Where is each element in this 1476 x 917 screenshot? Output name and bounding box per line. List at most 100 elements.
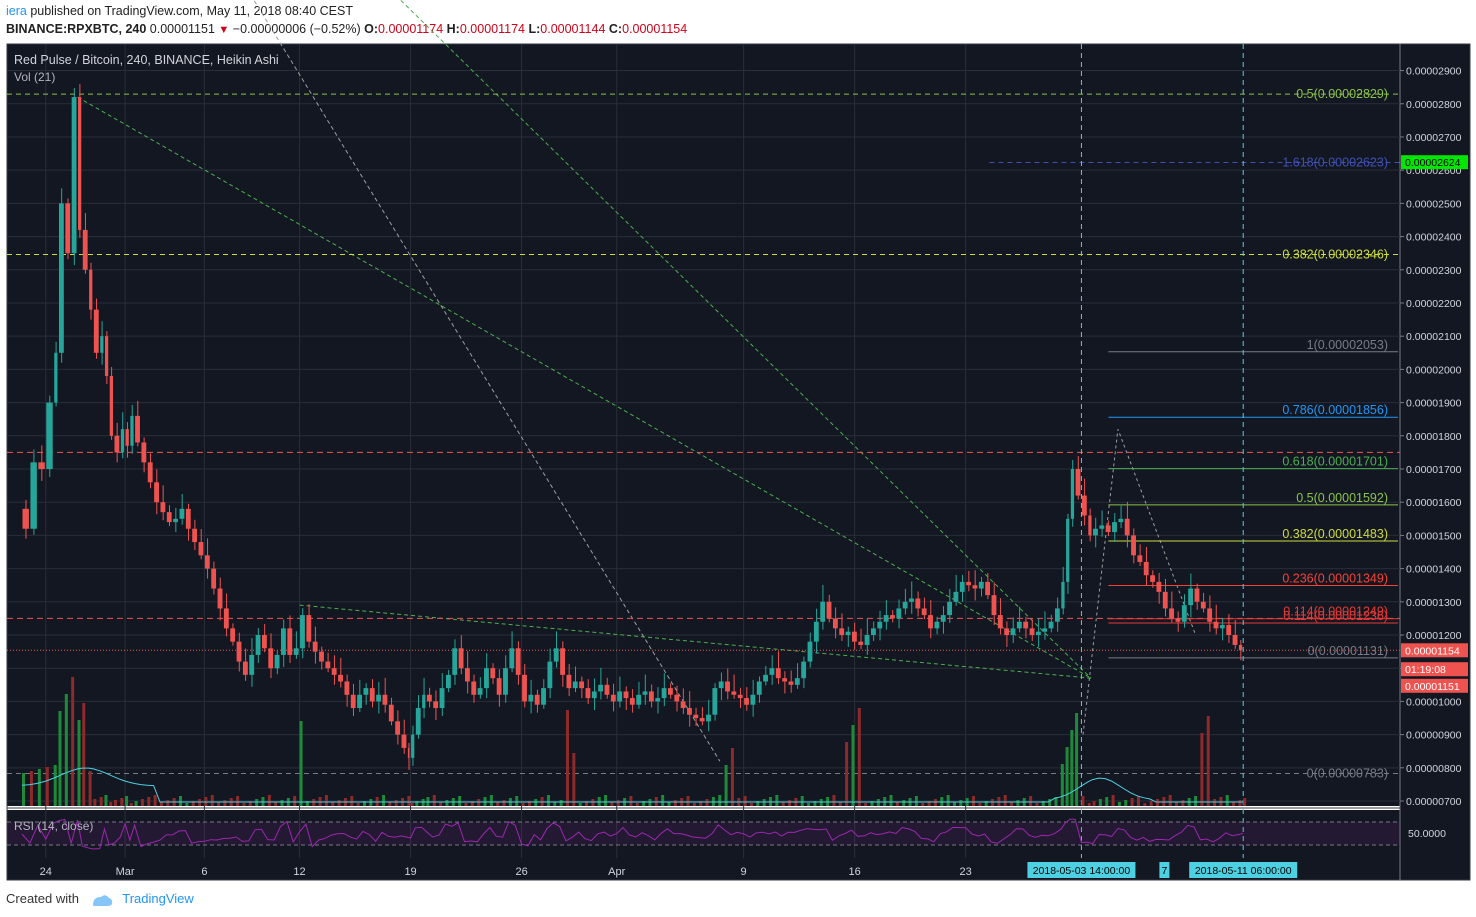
candle-body — [1061, 581, 1065, 609]
candle-body — [1143, 561, 1149, 576]
candle-body — [185, 508, 191, 529]
candle-body — [674, 694, 680, 702]
candle-body — [547, 661, 553, 689]
volume-bar — [223, 800, 227, 806]
candle-body — [1029, 628, 1035, 636]
candle-body — [610, 694, 616, 702]
y-tick-label: 0.00001900 — [1406, 398, 1462, 410]
x-tick-label: 19 — [404, 866, 416, 878]
volume-bar — [775, 795, 779, 806]
volume-bar — [113, 800, 117, 806]
candle-body — [65, 203, 71, 254]
candle-body — [947, 601, 952, 616]
candle-body — [883, 615, 889, 622]
volume-bar — [616, 800, 620, 806]
candle-body — [515, 648, 521, 675]
candle-body — [166, 512, 172, 523]
candle-body — [484, 668, 489, 689]
candle-body — [1124, 518, 1130, 536]
candle-body — [319, 651, 324, 662]
footer: Created with TradingView — [6, 891, 194, 907]
candle-body — [826, 601, 832, 619]
rsi-axis-label: 50.0000 — [1408, 828, 1446, 840]
volume-bar — [29, 771, 33, 806]
volume-bar — [857, 708, 861, 806]
candle-body — [966, 581, 972, 586]
y-tick-label: 0.00000800 — [1406, 763, 1462, 775]
volume-bar — [1010, 802, 1014, 806]
candle-body — [579, 681, 585, 689]
candle-body — [680, 701, 686, 709]
fib-level-label: 1.618(0.00002623) — [1282, 156, 1388, 170]
volume-bar — [236, 796, 240, 806]
x-tick-label: 6 — [201, 866, 207, 878]
candle-body — [147, 462, 153, 483]
volume-bar — [22, 773, 25, 806]
fib-retracement-label: 0.236(0.00001349) — [1282, 572, 1388, 586]
publish-header: iera published on TradingView.com, May 1… — [6, 4, 353, 18]
candle-body — [1156, 581, 1162, 592]
volume-label: Vol (21) — [14, 70, 55, 84]
x-tick-label: 23 — [960, 866, 972, 878]
volume-bar — [267, 795, 271, 806]
volume-bar — [502, 800, 506, 806]
author-link[interactable]: iera — [6, 4, 27, 18]
candle-body — [89, 269, 93, 310]
volume-bar — [1016, 800, 1020, 806]
candle-body — [1226, 625, 1232, 636]
candle-body — [382, 694, 388, 705]
candle-body — [242, 661, 248, 675]
volume-bar — [1081, 796, 1085, 806]
candle-body — [775, 668, 781, 679]
candle-body — [585, 688, 591, 699]
candle-body — [877, 621, 883, 629]
candle-body — [712, 688, 718, 715]
volume-bar — [280, 800, 284, 806]
candle-body — [490, 668, 496, 679]
volume-bar — [699, 801, 703, 806]
y-tick-label: 0.00001800 — [1406, 431, 1462, 443]
volume-bar — [864, 803, 868, 806]
candle-body — [223, 608, 229, 629]
candle-body — [1238, 644, 1243, 651]
volume-bar — [515, 796, 519, 806]
y-tick-label: 0.00002500 — [1406, 198, 1462, 210]
candle-body — [109, 376, 113, 436]
volume-bar — [53, 765, 57, 806]
candle-body — [718, 681, 724, 689]
candle-body — [553, 648, 559, 662]
candle-body — [890, 615, 895, 619]
candle-body — [173, 518, 179, 523]
volume-bar — [1003, 795, 1007, 806]
candle-body — [120, 429, 125, 453]
candle-body — [71, 97, 77, 254]
candle-body — [78, 97, 82, 230]
tradingview-brand-link[interactable]: TradingView — [122, 891, 194, 906]
candle-body — [1075, 468, 1081, 496]
candle-body — [306, 615, 312, 642]
volume-bar — [870, 801, 874, 806]
down-arrow-icon: ▼ — [218, 24, 230, 36]
candle-body — [788, 681, 794, 685]
volume-bar — [299, 721, 303, 806]
volume-bar — [410, 803, 414, 806]
candle-body — [1088, 515, 1092, 536]
projection-line — [1082, 428, 1197, 735]
candle-body — [407, 747, 410, 758]
y-tick-label: 0.00002800 — [1406, 99, 1462, 111]
candle-body — [496, 678, 502, 695]
candle-body — [1042, 628, 1048, 632]
candle-body — [179, 508, 185, 519]
volume-bar — [585, 801, 589, 806]
candle-body — [114, 435, 120, 453]
candle-body — [1207, 608, 1213, 622]
candle-body — [725, 681, 730, 692]
volume-bar — [356, 803, 360, 806]
volume-ma-line — [21, 767, 1244, 803]
volume-bar — [1075, 713, 1079, 806]
candle-body — [1035, 631, 1041, 636]
trend-line — [399, 0, 1092, 679]
candle-body — [832, 618, 838, 629]
x-tick-label: Mar — [116, 866, 135, 878]
